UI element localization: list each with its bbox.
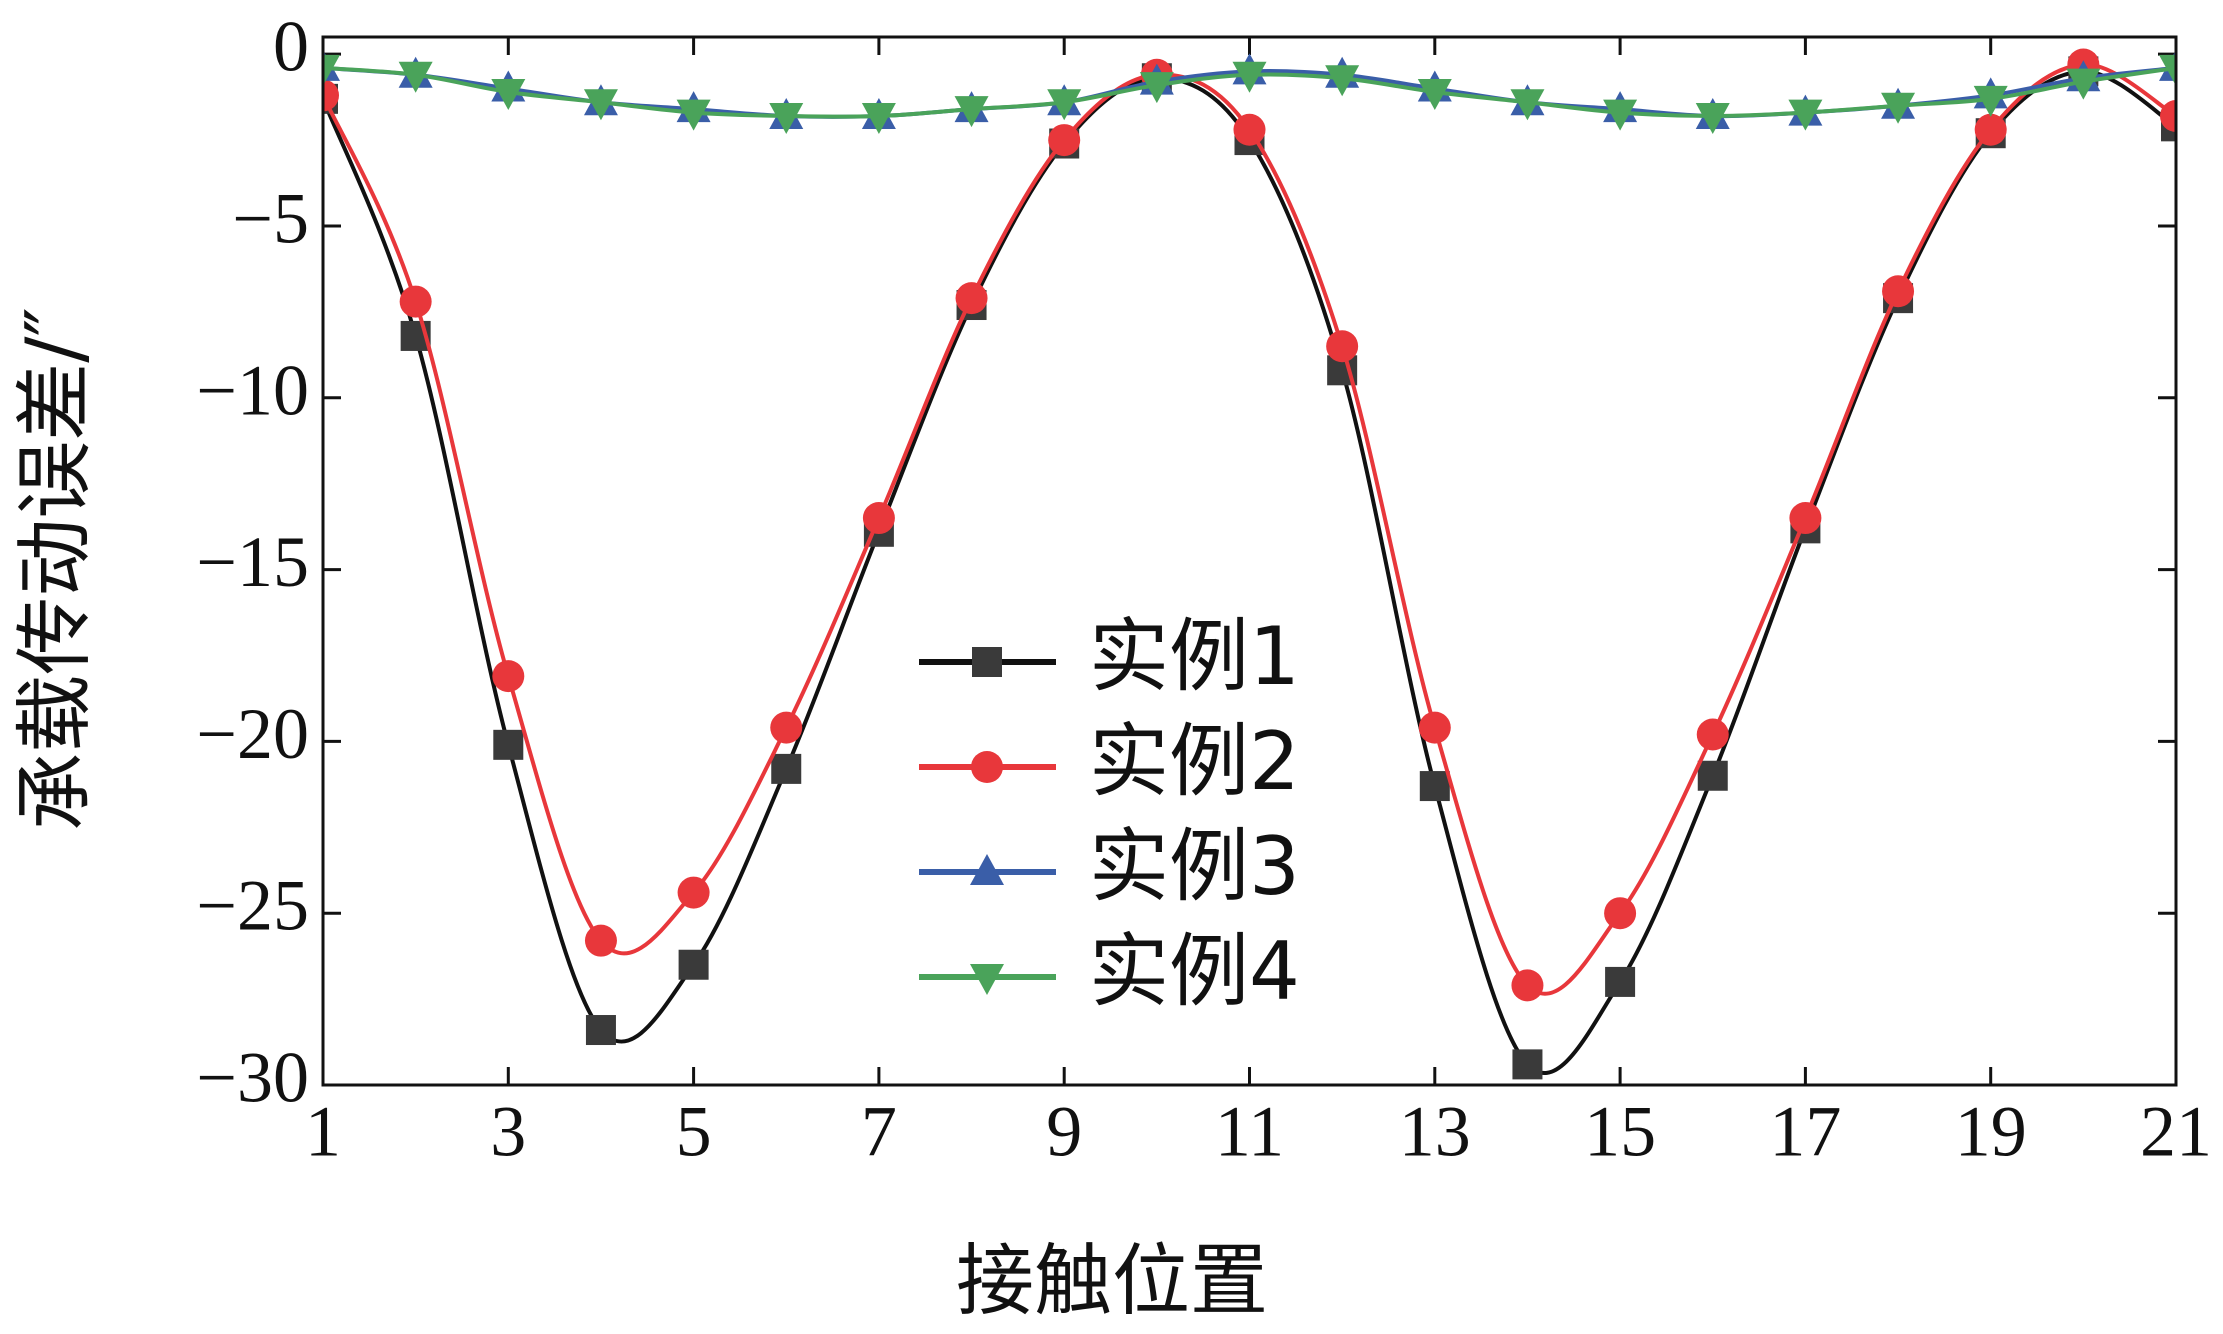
marker [491, 78, 526, 110]
marker [676, 99, 711, 131]
x-tick-label: 3 [490, 1092, 526, 1172]
x-tick-label: 1 [305, 1092, 341, 1172]
marker [1419, 771, 1450, 802]
marker [1326, 330, 1359, 363]
y-tick-label: 0 [273, 7, 309, 87]
marker [1047, 89, 1082, 121]
plot-frame [321, 35, 2178, 1087]
x-tick-label: 21 [2140, 1092, 2212, 1172]
y-tick-label: −15 [196, 522, 309, 602]
legend-marker [971, 751, 1003, 783]
legend-label: 实例3 [1089, 820, 1300, 913]
marker [585, 1015, 616, 1046]
series-line [323, 69, 2176, 1075]
marker [770, 711, 803, 744]
marker [1232, 61, 1267, 93]
marker [1512, 1049, 1543, 1080]
marker [1325, 65, 1360, 97]
marker [1695, 103, 1730, 135]
x-tick-label: 13 [1399, 1092, 1471, 1172]
marker [678, 949, 709, 980]
marker [1417, 78, 1452, 110]
x-tick-label: 17 [1769, 1092, 1841, 1172]
y-tick-label: −25 [196, 866, 309, 946]
marker [493, 729, 524, 760]
y-tick-label: −20 [196, 694, 309, 774]
marker [2160, 100, 2176, 133]
marker [583, 89, 618, 121]
legend-label: 实例4 [1089, 925, 1300, 1018]
marker [1974, 113, 2007, 146]
plot [323, 48, 2176, 1080]
marker [955, 282, 988, 315]
marker [1604, 897, 1637, 930]
marker [861, 103, 896, 135]
x-tick-label: 5 [676, 1092, 712, 1172]
marker [1882, 275, 1915, 308]
legend-label: 实例1 [1089, 610, 1300, 703]
marker [1048, 124, 1081, 157]
y-tick-label: −30 [196, 1038, 309, 1118]
marker [1789, 502, 1822, 535]
marker [323, 54, 340, 86]
marker [492, 660, 525, 693]
marker [398, 61, 433, 93]
marker [769, 103, 804, 135]
marker [1788, 99, 1823, 131]
legend-label: 实例2 [1089, 715, 1300, 808]
marker [1603, 99, 1638, 131]
marker [1418, 711, 1451, 744]
x-tick-label: 11 [1215, 1092, 1284, 1172]
marker [2066, 68, 2101, 100]
marker [323, 79, 339, 112]
marker [1233, 113, 1266, 146]
y-tick-label: −5 [232, 178, 309, 258]
marker [862, 502, 895, 535]
x-tick-label: 9 [1046, 1092, 1082, 1172]
marker [677, 876, 710, 909]
marker [584, 924, 617, 957]
marker [1510, 89, 1545, 121]
marker [2159, 54, 2176, 86]
y-tick-label: −10 [196, 350, 309, 430]
marker [1696, 718, 1729, 751]
marker [1973, 85, 2008, 117]
legend-marker [970, 964, 1004, 995]
x-tick-label: 15 [1584, 1092, 1656, 1172]
marker [1605, 966, 1636, 997]
y-axis-label: 承载传动误差/″ [10, 307, 100, 830]
legend-marker [972, 647, 1002, 677]
marker [771, 753, 802, 784]
marker [954, 96, 989, 128]
marker [1697, 760, 1728, 791]
marker [1881, 92, 1916, 124]
x-axis-label: 接触位置 [956, 1236, 1268, 1326]
marker [399, 285, 432, 318]
marker [1511, 969, 1544, 1002]
x-tick-label: 7 [861, 1092, 897, 1172]
x-tick-label: 19 [1955, 1092, 2027, 1172]
marker [1139, 72, 1174, 104]
legend-marker [970, 854, 1004, 885]
